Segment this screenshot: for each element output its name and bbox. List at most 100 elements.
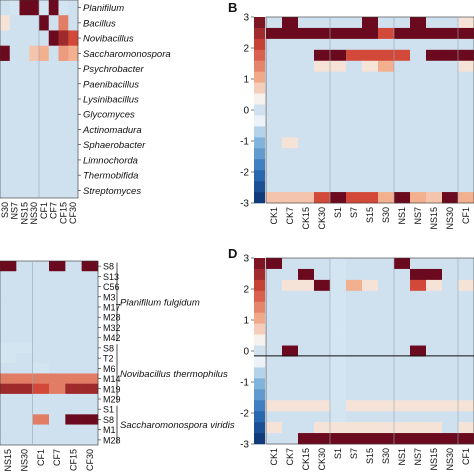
panel-a-cell	[48, 106, 59, 123]
panel-d-cell	[410, 258, 427, 270]
panel-b-cell	[298, 93, 315, 105]
panel-b-cell	[378, 126, 395, 138]
panel-a-cell	[19, 182, 30, 199]
panel-b-cell	[394, 115, 411, 127]
panel-c-cell	[49, 404, 66, 415]
panel-b-cell	[346, 60, 363, 73]
panel-b-cell	[266, 71, 283, 83]
panel-b-cell	[282, 126, 299, 138]
panel-c-cell	[16, 353, 33, 364]
panel-c-group-label: Saccharomonospora viridis	[120, 420, 235, 431]
panel-b-colorbar-tick-label: 2	[243, 44, 249, 55]
panel-c-cell	[49, 342, 66, 354]
panel-d-frame	[265, 257, 474, 445]
panel-b-cell	[378, 27, 395, 40]
panel-b-cell	[410, 60, 427, 73]
panel-a-cell	[29, 182, 40, 199]
panel-b-cell	[282, 137, 299, 149]
panel-b-cell	[330, 27, 347, 40]
panel-b-colorbar-step	[254, 49, 265, 62]
panel-a-cell	[29, 91, 40, 107]
panel-b-cell	[394, 82, 411, 94]
panel-c-cell	[16, 301, 33, 313]
panel-d-cell	[426, 290, 443, 303]
panel-c-cell	[81, 301, 99, 313]
panel-c-row-label: S8	[103, 262, 114, 272]
panel-c-row-label: M17	[103, 303, 121, 313]
panel-b-cell	[458, 38, 474, 51]
panel-b-cell	[330, 104, 347, 116]
panel-b-cell	[426, 115, 443, 127]
panel-b-cell	[394, 192, 411, 204]
panel-d-cell	[378, 290, 395, 303]
panel-b-cell	[458, 93, 474, 105]
panel-a-cell	[68, 137, 79, 153]
panel-b-cell	[378, 192, 395, 204]
panel-a-column-label: CF1	[39, 202, 49, 219]
panel-c-cell	[81, 271, 99, 282]
panel-d-cell	[282, 356, 299, 368]
panel-b-cell	[362, 17, 379, 29]
panel-b-cell	[410, 104, 427, 116]
panel-a-cell	[48, 137, 59, 153]
panel-b-colorbar-tick-label: 0	[243, 106, 249, 117]
panel-c-cell	[49, 332, 66, 344]
panel-b-cell	[442, 115, 459, 127]
panel-b-cell	[298, 170, 315, 182]
panel-d-cell	[410, 323, 427, 335]
panel-c-cell	[16, 271, 33, 282]
panel-d-cell	[378, 334, 395, 346]
panel-c-cell	[32, 271, 50, 282]
panel-d-cell	[426, 367, 443, 379]
panel-b-cell	[442, 192, 459, 204]
panel-d-cell	[362, 400, 379, 412]
panel-b-cell	[298, 60, 315, 73]
panel-b-colorbar-step	[254, 192, 265, 204]
panel-d-cell	[314, 323, 331, 335]
panel-b-cell	[442, 82, 459, 94]
panel-b-cell	[314, 170, 331, 182]
panel-d-cell	[298, 258, 315, 270]
panel-d-cell	[378, 279, 395, 292]
panel-b-column-label: S15	[365, 207, 375, 223]
panel-d-cell	[298, 290, 315, 303]
panel-d-cell	[330, 301, 347, 314]
panel-b-colorbar-step	[254, 115, 265, 127]
panel-b-cell	[362, 60, 379, 73]
panel-c-cell	[0, 434, 17, 446]
panel-b-cell	[330, 170, 347, 182]
panel-c-cell	[81, 342, 99, 354]
panel-a-cell	[0, 60, 11, 77]
panel-b-cell	[394, 181, 411, 193]
panel-d-cell	[362, 279, 379, 292]
panel-b-cell	[394, 104, 411, 116]
panel-c-cell	[49, 424, 66, 436]
panel-b-cell	[330, 49, 347, 62]
panel-b-cell	[282, 82, 299, 94]
panel-d-cell	[378, 389, 395, 401]
panel-a-cell	[58, 15, 69, 31]
panel-b-cell	[378, 82, 395, 94]
panel-b-cell	[362, 82, 379, 94]
panel-a-cell	[9, 182, 20, 199]
panel-b-cell	[410, 71, 427, 83]
panel-d-cell	[346, 268, 363, 281]
panel-b-cell	[394, 126, 411, 138]
panel-b-cell	[266, 93, 283, 105]
panel-c-cell	[0, 291, 17, 303]
panel-d-cell	[394, 411, 411, 423]
panel-c-cell	[16, 332, 33, 344]
panel-d-cell	[266, 258, 283, 270]
panel-c-cell	[32, 383, 50, 395]
panel-d-cell	[298, 411, 315, 423]
panel-b-cell	[426, 27, 443, 40]
panel-b-cell	[330, 115, 347, 127]
panel-a-row-label: Limnochorda	[83, 155, 138, 166]
panel-c-row-label: S8	[103, 343, 114, 353]
panel-a-cell	[48, 121, 59, 138]
panel-a-row-label: Thermobifida	[83, 171, 138, 182]
panel-b-cell	[458, 17, 474, 29]
panel-b-cell	[314, 60, 331, 73]
panel-b-colorbar-step	[254, 126, 265, 138]
panel-c-cell	[32, 434, 50, 446]
